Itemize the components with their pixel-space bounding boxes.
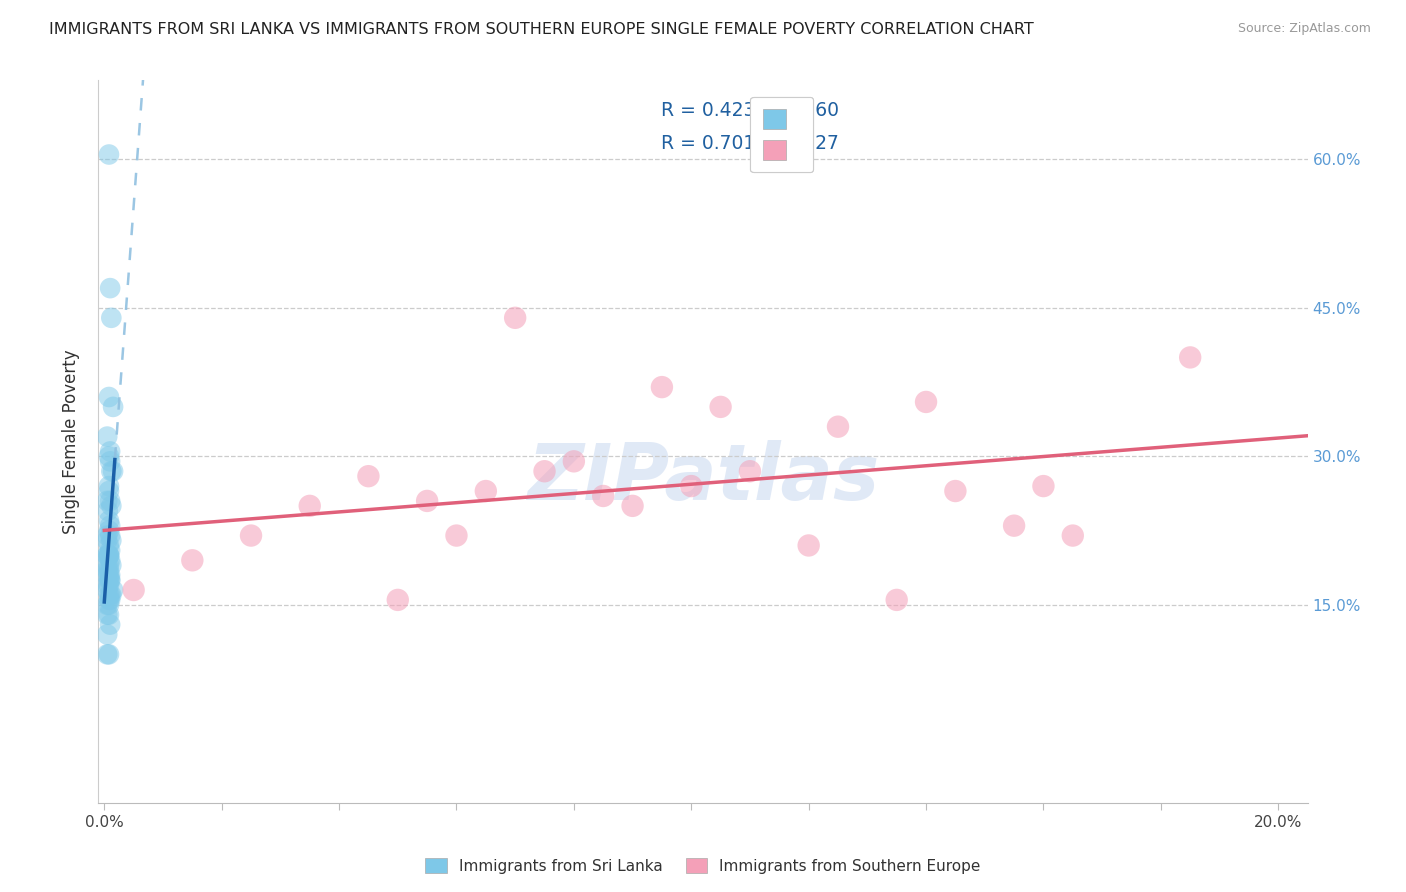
- Point: [98, 573, 121, 587]
- Point: [98, 593, 121, 607]
- Point: [98, 617, 121, 632]
- Point: [98, 524, 121, 538]
- Point: [98, 518, 121, 533]
- Point: [98, 578, 121, 592]
- Point: [98, 558, 121, 573]
- Point: [122, 582, 145, 597]
- Point: [181, 553, 204, 567]
- Point: [592, 489, 614, 503]
- Point: [96, 607, 118, 622]
- Point: [96, 563, 118, 577]
- Point: [98, 390, 121, 404]
- Point: [98, 568, 121, 582]
- Point: [101, 400, 124, 414]
- Point: [100, 588, 122, 602]
- Y-axis label: Single Female Poverty: Single Female Poverty: [62, 350, 80, 533]
- Point: [1032, 479, 1054, 493]
- Point: [98, 539, 121, 553]
- Point: [96, 648, 118, 662]
- Point: [1180, 351, 1202, 365]
- Point: [98, 450, 121, 464]
- Point: [98, 444, 121, 458]
- Text: Source: ZipAtlas.com: Source: ZipAtlas.com: [1237, 22, 1371, 36]
- Point: [98, 573, 121, 587]
- Point: [98, 648, 121, 662]
- Point: [387, 593, 409, 607]
- Point: [886, 593, 908, 607]
- Point: [96, 627, 118, 641]
- Point: [97, 504, 120, 518]
- Point: [100, 310, 122, 325]
- Point: [100, 464, 122, 478]
- Point: [96, 582, 118, 597]
- Point: [827, 419, 849, 434]
- Point: [98, 549, 121, 563]
- Point: [681, 479, 703, 493]
- Point: [651, 380, 673, 394]
- Text: R = 0.701   N = 27: R = 0.701 N = 27: [661, 135, 838, 153]
- Point: [98, 588, 121, 602]
- Point: [98, 568, 121, 582]
- Point: [98, 573, 121, 587]
- Point: [416, 494, 439, 508]
- Point: [96, 578, 118, 592]
- Point: [797, 539, 820, 553]
- Point: [98, 494, 121, 508]
- Point: [240, 528, 263, 542]
- Point: [98, 607, 121, 622]
- Point: [298, 499, 321, 513]
- Legend: , : ,: [749, 96, 813, 172]
- Point: [98, 543, 121, 558]
- Point: [98, 588, 121, 602]
- Point: [98, 147, 121, 161]
- Point: [96, 528, 118, 542]
- Point: [475, 483, 498, 498]
- Point: [503, 310, 526, 325]
- Point: [562, 454, 585, 468]
- Point: [98, 483, 121, 498]
- Point: [1062, 528, 1084, 542]
- Legend: Immigrants from Sri Lanka, Immigrants from Southern Europe: Immigrants from Sri Lanka, Immigrants fr…: [419, 852, 987, 880]
- Point: [101, 464, 124, 478]
- Point: [738, 464, 761, 478]
- Point: [621, 499, 644, 513]
- Point: [96, 558, 118, 573]
- Point: [98, 593, 121, 607]
- Point: [1002, 518, 1025, 533]
- Point: [98, 281, 121, 295]
- Point: [96, 568, 118, 582]
- Point: [100, 558, 122, 573]
- Point: [446, 528, 468, 542]
- Text: IMMIGRANTS FROM SRI LANKA VS IMMIGRANTS FROM SOUTHERN EUROPE SINGLE FEMALE POVER: IMMIGRANTS FROM SRI LANKA VS IMMIGRANTS …: [49, 22, 1033, 37]
- Point: [96, 429, 118, 443]
- Point: [96, 549, 118, 563]
- Point: [98, 514, 121, 528]
- Text: ZIPatlas: ZIPatlas: [527, 440, 879, 516]
- Point: [357, 469, 380, 483]
- Point: [98, 553, 121, 567]
- Point: [98, 549, 121, 563]
- Point: [533, 464, 555, 478]
- Point: [98, 563, 121, 577]
- Point: [96, 533, 118, 548]
- Point: [101, 582, 124, 597]
- Text: R = 0.423   N = 60: R = 0.423 N = 60: [661, 101, 839, 120]
- Point: [915, 395, 938, 409]
- Point: [98, 549, 121, 563]
- Point: [98, 479, 121, 493]
- Point: [98, 454, 121, 468]
- Point: [98, 528, 121, 542]
- Point: [98, 598, 121, 612]
- Point: [100, 499, 122, 513]
- Point: [100, 533, 122, 548]
- Point: [96, 598, 118, 612]
- Point: [945, 483, 967, 498]
- Point: [710, 400, 733, 414]
- Point: [96, 494, 118, 508]
- Point: [96, 549, 118, 563]
